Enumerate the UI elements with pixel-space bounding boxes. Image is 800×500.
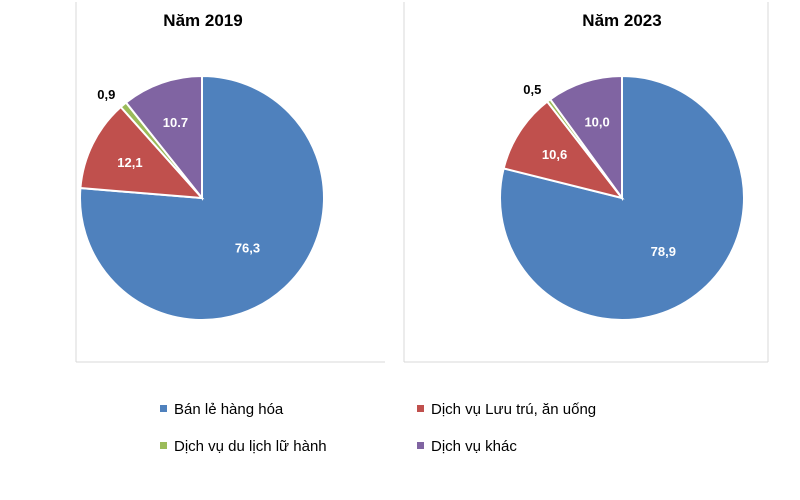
data-label-2019-luu-tru: 12,1 bbox=[117, 155, 142, 170]
data-label-2019-ban-le: 76,3 bbox=[235, 240, 260, 255]
legend-label-ban-le: Bán lẻ hàng hóa bbox=[174, 401, 284, 418]
data-label-2023-luu-tru: 10,6 bbox=[542, 147, 567, 162]
legend-swatch-du-lich bbox=[160, 442, 167, 449]
legend-item-luu-tru: Dịch vụ Lưu trú, ăn uống bbox=[417, 401, 596, 418]
legend-label-du-lich: Dịch vụ du lịch lữ hành bbox=[174, 438, 327, 455]
data-label-2023-khac: 10,0 bbox=[584, 114, 609, 129]
legend-swatch-luu-tru bbox=[417, 405, 424, 412]
data-label-2023-du-lich: 0,5 bbox=[523, 82, 541, 97]
legend-item-du-lich: Dịch vụ du lịch lữ hành bbox=[160, 438, 327, 455]
data-label-2019-khac: 10.7 bbox=[163, 115, 188, 130]
legend-swatch-ban-le bbox=[160, 405, 167, 412]
legend-swatch-khac bbox=[417, 442, 424, 449]
data-label-2023-ban-le: 78,9 bbox=[651, 244, 676, 259]
pie-slice-2019-luu-tru bbox=[79, 105, 205, 200]
pie-slice-2019-khac bbox=[124, 74, 203, 201]
pie-slice-2023-luu-tru bbox=[502, 100, 625, 200]
pie-chart-2023: 78,9 10,6 0,5 10,0 bbox=[499, 74, 745, 321]
legend-item-khac: Dịch vụ khác bbox=[417, 438, 517, 455]
legend-label-khac: Dịch vụ khác bbox=[431, 438, 517, 455]
legend-label-luu-tru: Dịch vụ Lưu trú, ăn uống bbox=[431, 401, 596, 418]
chart-title-2023: Năm 2023 bbox=[582, 11, 661, 30]
chart-title-2019: Năm 2019 bbox=[163, 11, 242, 30]
data-label-2019-du-lich: 0,9 bbox=[97, 87, 115, 102]
pie-slice-2023-khac bbox=[548, 74, 623, 202]
legend: Bán lẻ hàng hóa Dịch vụ Lưu trú, ăn uống… bbox=[160, 401, 596, 455]
pie-chart-2019: 76,3 12,1 0,9 10.7 bbox=[79, 74, 325, 321]
legend-item-ban-le: Bán lẻ hàng hóa bbox=[160, 401, 284, 418]
